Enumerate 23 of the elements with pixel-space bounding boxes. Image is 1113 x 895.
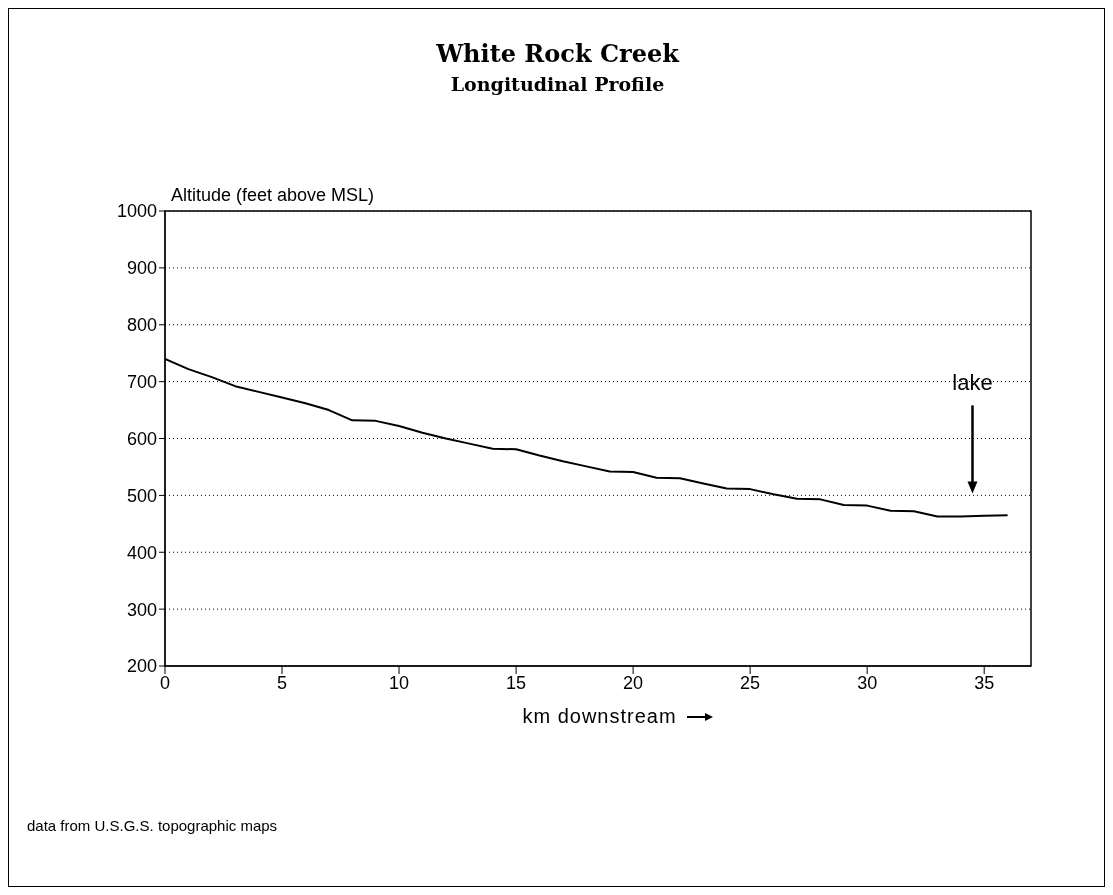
x-axis-title: km downstream [522,705,677,728]
y-tick-label: 400 [126,542,157,563]
x-tick-label: 35 [974,672,995,693]
x-tick-label: 15 [506,672,527,693]
x-tick-label: 0 [159,672,171,693]
y-tick-label: 500 [126,485,157,506]
y-axis-title: Altitude (feet above MSL) [171,185,375,206]
x-tick-label: 5 [277,672,288,693]
annotation: lake [952,370,993,396]
y-tick-label: 200 [126,656,157,677]
y-tick-label: 900 [126,258,157,279]
x-tick-label: 20 [623,672,644,693]
y-tick-label: 300 [126,599,157,620]
text: data from U.S.G.S. topographic maps [27,817,278,834]
x-tick-label: 25 [740,672,761,693]
chart-title: White Rock Creek [435,39,681,68]
x-tick-label: 30 [857,672,878,693]
x-tick-label: 10 [389,672,410,693]
y-tick-label: 600 [126,428,157,449]
chart-subtitle: Longitudinal Profile [449,73,666,95]
y-tick-label: 700 [126,372,157,393]
y-tick-label: 1000 [116,201,157,222]
y-tick-label: 800 [126,315,157,336]
